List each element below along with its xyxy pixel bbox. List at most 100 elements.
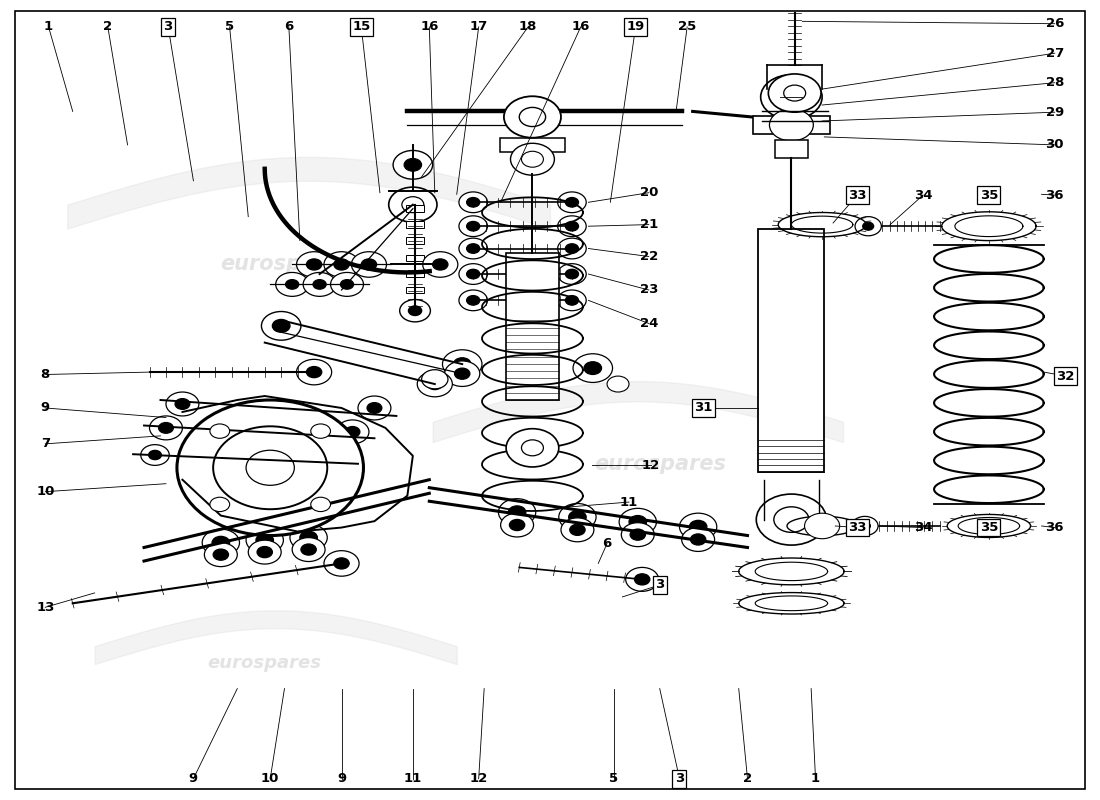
Text: 12: 12 — [470, 772, 487, 785]
Circle shape — [621, 522, 654, 546]
Circle shape — [466, 198, 480, 207]
Circle shape — [635, 574, 650, 585]
Text: 23: 23 — [639, 283, 658, 297]
Text: 26: 26 — [1045, 18, 1064, 30]
Circle shape — [293, 538, 326, 562]
Circle shape — [498, 498, 536, 526]
Circle shape — [519, 107, 546, 126]
Circle shape — [626, 567, 659, 591]
Circle shape — [212, 536, 230, 549]
Circle shape — [459, 264, 487, 285]
Text: 21: 21 — [639, 218, 658, 231]
Circle shape — [570, 524, 585, 535]
Text: 33: 33 — [848, 189, 867, 202]
Text: 34: 34 — [914, 189, 933, 202]
Circle shape — [210, 424, 230, 438]
Circle shape — [442, 350, 482, 378]
Circle shape — [466, 222, 480, 231]
Text: 22: 22 — [639, 250, 658, 263]
Circle shape — [558, 216, 586, 237]
Circle shape — [262, 311, 301, 340]
Circle shape — [340, 280, 353, 289]
Text: 11: 11 — [620, 495, 638, 509]
Text: 1: 1 — [44, 21, 53, 34]
Circle shape — [459, 238, 487, 259]
Bar — [754, 116, 829, 134]
Circle shape — [466, 244, 480, 254]
Circle shape — [399, 299, 430, 322]
Text: 27: 27 — [1046, 46, 1064, 60]
Text: 30: 30 — [1045, 138, 1064, 151]
Circle shape — [333, 558, 349, 569]
Text: 2: 2 — [103, 21, 112, 34]
Text: 15: 15 — [352, 21, 371, 34]
Bar — [499, 138, 565, 152]
Circle shape — [427, 378, 442, 390]
Circle shape — [432, 259, 448, 270]
Text: 3: 3 — [674, 772, 684, 785]
Circle shape — [141, 445, 169, 466]
Text: 9: 9 — [41, 402, 50, 414]
Circle shape — [324, 252, 359, 278]
Circle shape — [777, 86, 805, 107]
Circle shape — [629, 515, 647, 528]
Text: 1: 1 — [811, 772, 821, 785]
Circle shape — [388, 187, 437, 222]
Bar — [406, 255, 424, 262]
Bar — [406, 271, 424, 278]
Circle shape — [345, 426, 360, 438]
Circle shape — [322, 449, 350, 470]
Circle shape — [311, 498, 330, 511]
Circle shape — [466, 295, 480, 305]
Circle shape — [565, 270, 579, 279]
Text: 20: 20 — [639, 186, 658, 199]
Text: 24: 24 — [639, 317, 658, 330]
Circle shape — [367, 402, 382, 414]
Bar — [406, 302, 424, 309]
Circle shape — [249, 540, 282, 564]
Circle shape — [330, 454, 342, 464]
Circle shape — [404, 158, 421, 171]
Text: 3: 3 — [164, 21, 173, 34]
Circle shape — [584, 362, 602, 374]
Text: eurospares: eurospares — [208, 654, 321, 672]
Circle shape — [324, 550, 359, 576]
Circle shape — [408, 306, 421, 315]
Circle shape — [361, 259, 376, 270]
Circle shape — [855, 217, 881, 236]
Circle shape — [314, 280, 327, 289]
Circle shape — [300, 531, 318, 544]
Circle shape — [508, 506, 526, 518]
Circle shape — [402, 197, 424, 213]
Text: 17: 17 — [470, 21, 487, 34]
Circle shape — [177, 400, 363, 535]
Circle shape — [862, 222, 873, 230]
Circle shape — [421, 370, 448, 389]
Bar — [759, 229, 824, 472]
Circle shape — [558, 192, 586, 213]
Circle shape — [304, 273, 336, 296]
Circle shape — [565, 222, 579, 231]
Text: eurospares: eurospares — [221, 254, 353, 274]
Circle shape — [213, 426, 328, 510]
Text: 9: 9 — [337, 772, 346, 785]
Circle shape — [768, 74, 821, 112]
Bar — [506, 253, 559, 400]
Circle shape — [290, 524, 328, 551]
Circle shape — [246, 450, 295, 486]
Circle shape — [773, 507, 808, 532]
Circle shape — [273, 319, 290, 332]
Circle shape — [256, 534, 274, 546]
Circle shape — [561, 518, 594, 542]
Circle shape — [148, 450, 162, 460]
Circle shape — [680, 513, 717, 540]
Bar — [406, 238, 424, 244]
Circle shape — [500, 513, 534, 537]
Circle shape — [558, 290, 586, 310]
Circle shape — [607, 376, 629, 392]
Text: 5: 5 — [609, 772, 618, 785]
Text: 33: 33 — [848, 521, 867, 534]
Circle shape — [202, 529, 240, 556]
Circle shape — [297, 252, 332, 278]
Text: 18: 18 — [519, 21, 537, 34]
